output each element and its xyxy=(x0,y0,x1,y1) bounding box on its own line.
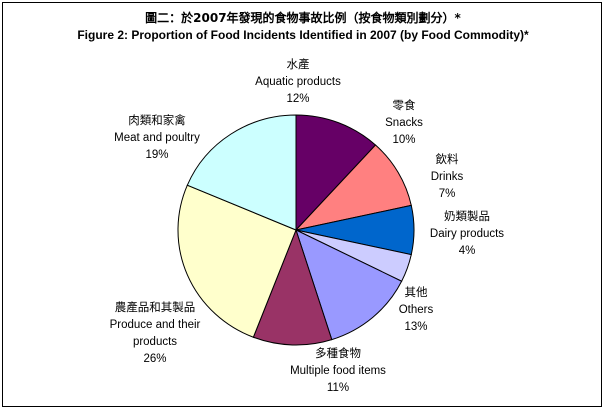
slice-label: 肉類和家禽 Meat and poultry 19% xyxy=(114,113,200,161)
pie-slice xyxy=(186,114,297,231)
slice-label: 其他 Others 13% xyxy=(399,286,434,333)
slice-label: 多種食物 Multiple food items 11% xyxy=(290,346,386,394)
slice-label: 水產 Aquatic products 12% xyxy=(255,57,341,105)
pie-slice xyxy=(295,229,403,341)
chart-title: 圖二：於2007年發現的食物事故比例（按食物類別劃分）* xyxy=(145,11,461,25)
slice-label: 農產品和其製品 Produce and their products 26% xyxy=(110,300,201,365)
pie-slice xyxy=(252,228,333,346)
pie-slice xyxy=(295,114,377,232)
pie-labels: 水產 Aquatic products 12% 零食 Snacks 10%飲料 Drinks… xyxy=(110,57,505,394)
pie-slices xyxy=(177,114,415,346)
slice-label: 奶類製品 Dairy products 4% xyxy=(430,209,504,257)
slice-label: 飲料 Drinks 7% xyxy=(431,152,464,200)
chart-subtitle: Figure 2: Proportion of Food Incidents I… xyxy=(77,28,529,42)
pie-slice xyxy=(177,184,297,338)
slice-label: 零食 Snacks 10% xyxy=(385,98,423,146)
pie-slice xyxy=(294,144,412,231)
